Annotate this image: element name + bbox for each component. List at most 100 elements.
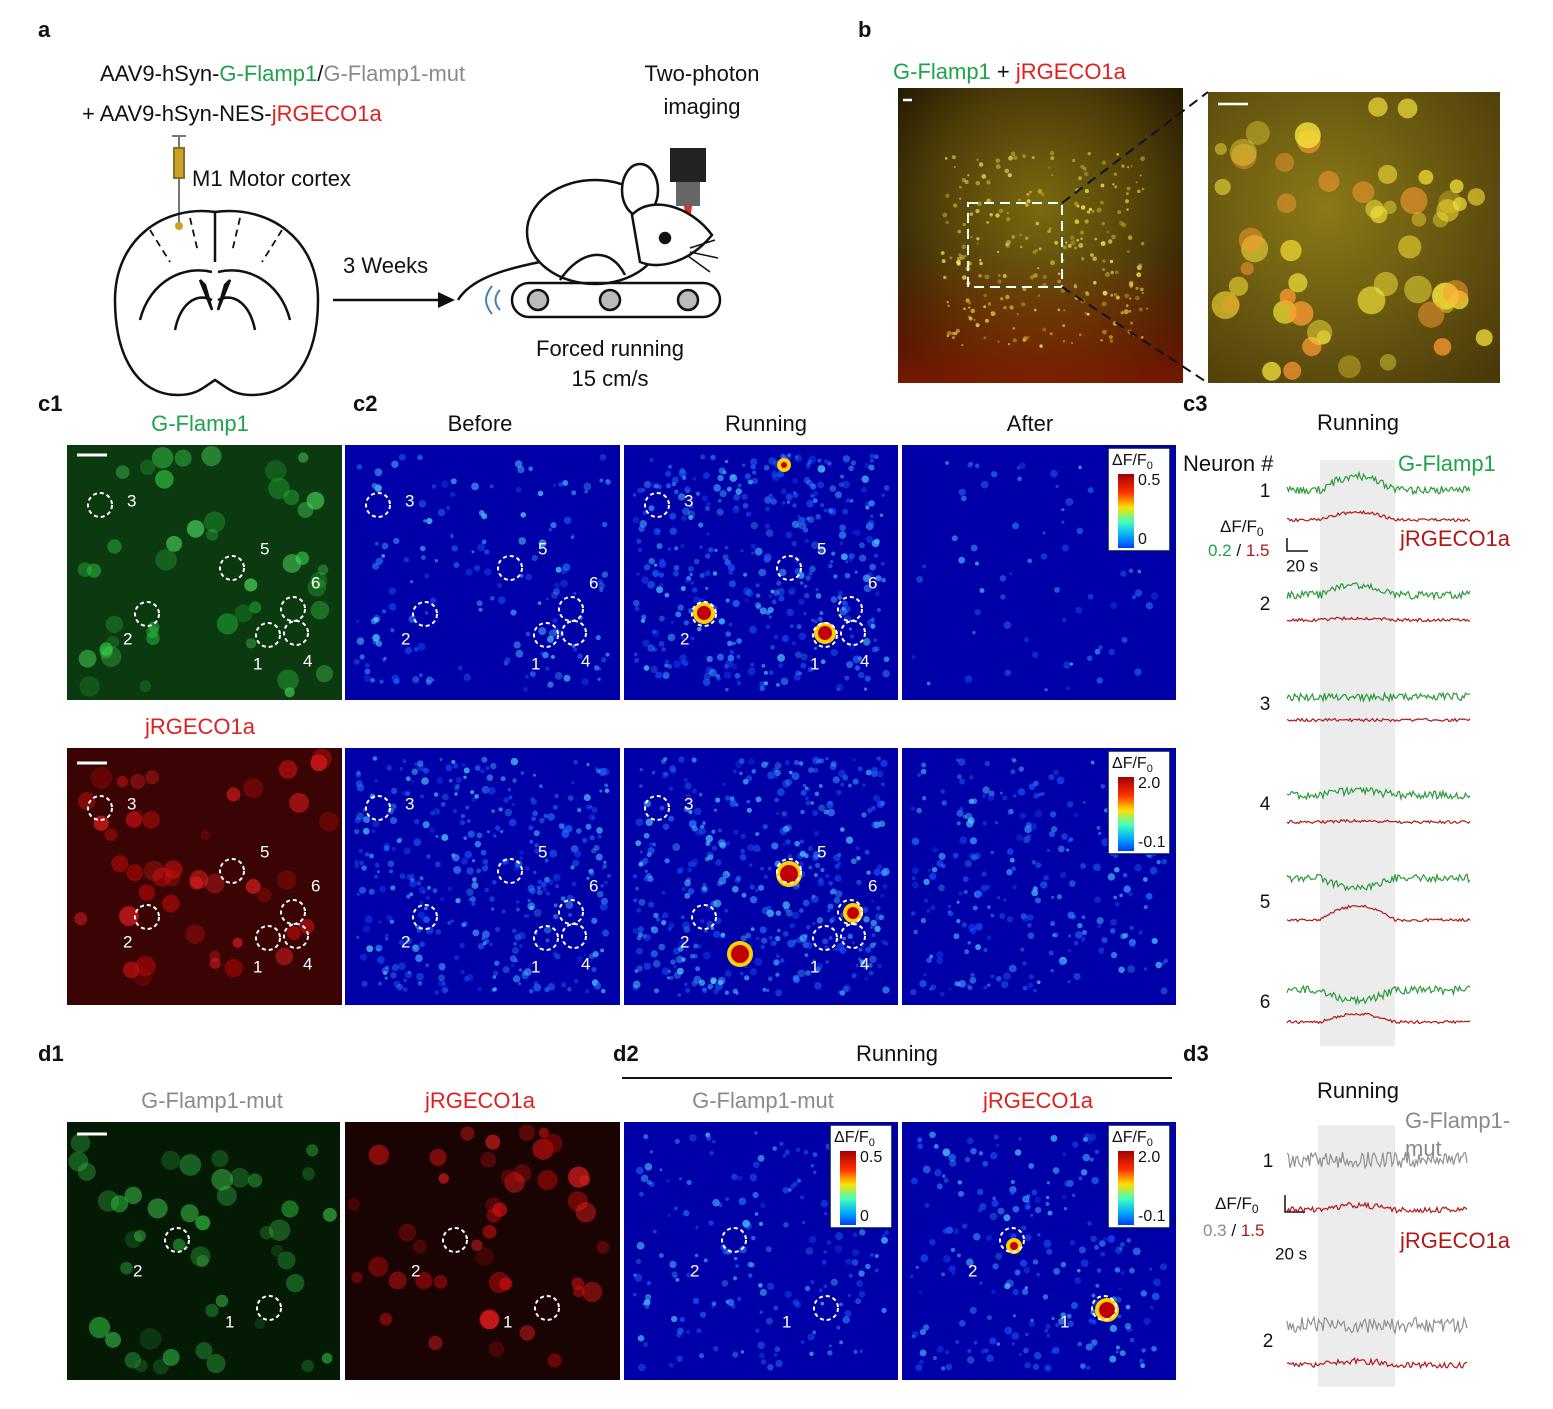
cell	[699, 572, 705, 579]
cell	[677, 604, 684, 611]
cell	[1077, 922, 1083, 929]
cell	[286, 926, 301, 940]
cell	[1138, 1358, 1144, 1364]
cell	[1128, 309, 1132, 313]
b-title: G-Flamp1 + jRGECO1a	[893, 59, 1127, 84]
cell	[945, 220, 950, 225]
cell	[445, 764, 453, 772]
cell	[599, 789, 603, 793]
cell	[1318, 170, 1340, 192]
cell	[1080, 862, 1087, 869]
cell	[1085, 292, 1090, 297]
cell	[728, 580, 736, 588]
cell	[823, 1284, 828, 1289]
cell	[661, 647, 666, 652]
cell	[999, 791, 1003, 795]
cell	[1449, 179, 1464, 194]
cell	[1025, 203, 1029, 207]
cell	[763, 571, 767, 575]
cell	[86, 563, 102, 578]
cell	[1076, 238, 1080, 242]
cell	[435, 834, 439, 838]
cell	[1149, 866, 1158, 875]
cell	[953, 1228, 960, 1235]
cell	[570, 535, 575, 540]
cell	[774, 775, 779, 780]
cell	[401, 791, 407, 796]
cell	[1009, 305, 1014, 310]
cell	[854, 665, 861, 671]
roi-label: 2	[968, 1261, 977, 1280]
d3-title: Running	[1317, 1078, 1399, 1103]
cell	[455, 783, 460, 789]
cell	[1114, 185, 1118, 189]
cell	[828, 800, 833, 805]
cell	[1102, 1236, 1108, 1242]
cell	[843, 984, 852, 992]
cell	[818, 804, 826, 812]
text: jRGECO1a	[1015, 59, 1127, 84]
cell	[946, 334, 950, 338]
cell	[544, 986, 550, 993]
cell	[970, 1147, 977, 1155]
cell	[1082, 166, 1087, 171]
cell	[1011, 1342, 1016, 1346]
cell	[982, 786, 990, 794]
cell	[917, 772, 922, 778]
cell	[588, 813, 596, 821]
cell	[711, 1301, 717, 1307]
cell	[755, 593, 761, 598]
cell	[997, 274, 1001, 277]
cell	[472, 877, 477, 882]
cell	[817, 879, 825, 887]
cell	[768, 594, 773, 598]
cell	[275, 947, 294, 966]
cell	[1050, 260, 1055, 266]
cell	[957, 1190, 965, 1197]
running-band	[1318, 1125, 1395, 1387]
cell	[1018, 1352, 1022, 1357]
roi-label: 5	[260, 539, 269, 558]
cell	[938, 852, 946, 860]
cell	[1129, 1267, 1135, 1274]
cell	[990, 1151, 998, 1160]
cell	[1125, 199, 1130, 204]
cell	[834, 491, 842, 499]
cell	[185, 924, 205, 945]
cell	[852, 778, 859, 785]
cell	[1029, 275, 1035, 280]
cell	[552, 873, 561, 882]
cell	[975, 209, 980, 214]
cell	[1096, 1268, 1102, 1273]
cell	[712, 1346, 719, 1352]
cell	[779, 958, 785, 963]
cell	[663, 771, 668, 776]
cell	[1108, 335, 1113, 340]
cell	[869, 563, 877, 571]
cell	[758, 1221, 764, 1227]
cell	[500, 776, 506, 782]
cell	[804, 953, 809, 958]
cell	[1054, 1322, 1060, 1328]
cell	[1019, 233, 1023, 237]
cell	[297, 502, 314, 518]
cell	[1129, 941, 1136, 948]
cell	[1095, 1283, 1100, 1288]
cell	[691, 788, 697, 794]
cell	[1134, 589, 1143, 597]
cell	[807, 1333, 815, 1341]
cell	[1069, 1239, 1076, 1246]
cell	[876, 864, 883, 870]
cell	[591, 848, 597, 854]
cell	[1018, 1137, 1022, 1141]
cell	[553, 903, 558, 908]
cell	[995, 1143, 1000, 1148]
roi-label: 2	[401, 932, 410, 951]
cell	[1031, 859, 1037, 865]
cell	[874, 925, 881, 933]
cell	[632, 516, 640, 524]
trace	[1286, 509, 1471, 523]
cell	[724, 970, 732, 977]
cell	[861, 475, 870, 483]
cell	[652, 960, 661, 968]
